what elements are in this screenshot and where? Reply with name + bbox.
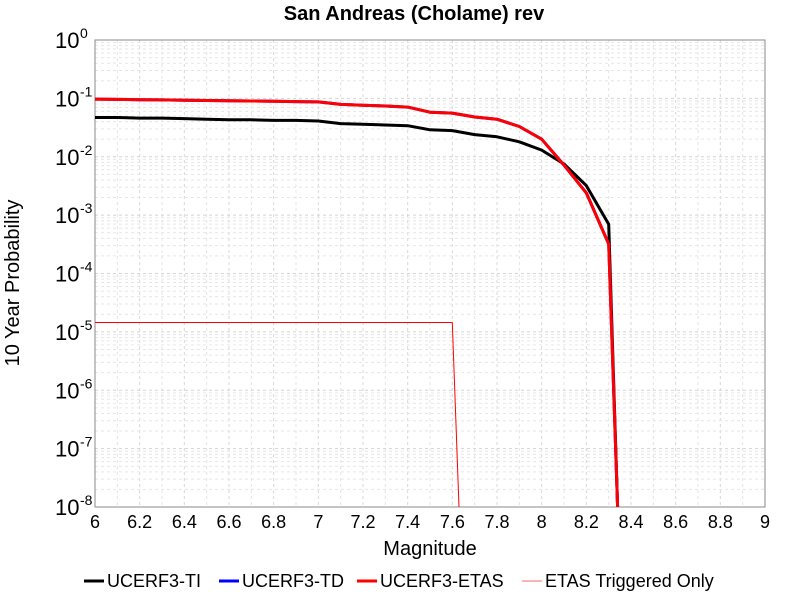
x-tick-label: 8 <box>537 512 547 532</box>
x-tick-label: 8.4 <box>618 512 643 532</box>
y-tick-label: 10 -2 <box>55 142 93 170</box>
legend: UCERF3-TI UCERF3-TD UCERF3-ETAS ETAS Trigge… <box>84 571 714 591</box>
legend-label: UCERF3-ETAS <box>380 571 504 591</box>
x-tick-label: 9 <box>760 512 770 532</box>
y-tick-label: 10 -5 <box>55 317 93 345</box>
x-tick-label: 7.6 <box>440 512 465 532</box>
y-tick-label: 10 -6 <box>55 375 93 403</box>
series-line-ucerf3-td <box>94 97 620 508</box>
chart-title: San Andreas (Cholame) rev <box>284 3 545 25</box>
y-tick-base: 10 <box>55 495 79 520</box>
y-tick-label: 10 -3 <box>55 200 93 228</box>
y-tick-base: 10 <box>55 262 79 287</box>
y-tick-base: 10 <box>55 378 79 403</box>
y-tick-label: 10 -8 <box>55 492 93 520</box>
x-tick-label: 6.8 <box>261 512 286 532</box>
y-tick-base: 10 <box>55 320 79 345</box>
y-tick-exponent: -6 <box>80 375 93 391</box>
y-tick-label: 10 0 <box>55 25 88 53</box>
legend-label: UCERF3-TI <box>107 571 201 591</box>
y-tick-exponent: -5 <box>80 317 93 333</box>
legend-label: UCERF3-TD <box>242 571 344 591</box>
series-line-ucerf3-ti <box>95 116 620 508</box>
y-tick-label: 10 -4 <box>55 259 93 287</box>
grid <box>94 39 766 508</box>
x-tick-label: 8.8 <box>708 512 733 532</box>
plot-area <box>94 39 766 508</box>
y-tick-exponent: -3 <box>80 200 93 216</box>
x-tick-label: 6 <box>90 512 100 532</box>
y-tick-label: 10 -1 <box>55 83 93 111</box>
y-tick-exponent: -1 <box>80 83 93 99</box>
legend-label: ETAS Triggered Only <box>545 571 714 591</box>
x-tick-label: 6.4 <box>172 512 197 532</box>
x-tick-label: 7.4 <box>395 512 420 532</box>
y-axis-label: 10 Year Probability <box>2 200 24 367</box>
x-axis-label: Magnitude <box>383 538 476 560</box>
x-tick-label: 7.8 <box>484 512 509 532</box>
series-group <box>94 97 620 508</box>
x-tick-label: 8.6 <box>663 512 688 532</box>
y-tick-exponent: -2 <box>80 142 93 158</box>
y-tick-base: 10 <box>55 437 79 462</box>
y-tick-exponent: -4 <box>80 259 93 275</box>
y-tick-base: 10 <box>55 203 79 228</box>
x-tick-label: 7.2 <box>350 512 375 532</box>
y-tick-label: 10 -7 <box>55 434 93 462</box>
x-tick-label: 7 <box>313 512 323 532</box>
y-tick-exponent: -7 <box>80 434 93 450</box>
y-tick-base: 10 <box>55 86 79 111</box>
series-line-etas-triggered-only <box>95 322 460 508</box>
x-tick-label: 6.2 <box>127 512 152 532</box>
y-tick-base: 10 <box>55 145 79 170</box>
y-tick-exponent: -8 <box>80 492 93 508</box>
x-tick-labels: 6 6.2 6.4 6.6 6.8 7 7.2 7.4 7.6 7.8 8 8.2 8.4 8.6 8.8 9 <box>90 512 770 532</box>
x-tick-label: 6.6 <box>216 512 241 532</box>
series-line-ucerf3-etas <box>94 97 620 508</box>
y-tick-exponent: 0 <box>80 25 88 41</box>
y-tick-base: 10 <box>55 28 79 53</box>
x-tick-label: 8.2 <box>574 512 599 532</box>
